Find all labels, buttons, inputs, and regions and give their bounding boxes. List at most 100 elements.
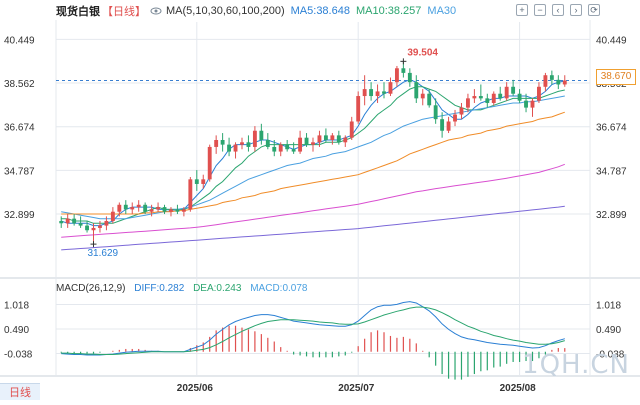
candle-body [414, 82, 419, 99]
macd-hist-value: MACD:0.078 [250, 283, 308, 294]
price-tick-label-right: 34.787 [596, 166, 627, 177]
candle-body [169, 209, 173, 212]
candle-body [72, 218, 77, 224]
price-tick-label-right: 40.449 [596, 35, 627, 46]
ma-settings-label[interactable]: MA(5,10,30,60,100,200) [166, 5, 285, 17]
candle-body [285, 144, 290, 150]
x-tick-label: 2025/08 [500, 383, 537, 394]
candle-body [420, 93, 425, 99]
candle-body [485, 98, 490, 103]
price-tick-label-left: 38.562 [4, 79, 35, 90]
candle-body [478, 96, 483, 99]
ma30-line [61, 95, 565, 220]
macd-tick-label-right: -0.038 [596, 350, 625, 361]
refresh-icon[interactable]: ⟳ [588, 4, 600, 16]
candle-body [143, 204, 148, 212]
candle-body [194, 179, 199, 184]
candle-body [446, 121, 451, 131]
candle-body [298, 137, 303, 152]
candle-body [491, 93, 496, 103]
candle-body [537, 86, 541, 101]
candle-body [65, 218, 70, 224]
macd-dea-line [61, 306, 565, 355]
macd-diff-line [61, 301, 565, 356]
candle-body [252, 130, 257, 147]
price-tick-label-left: 32.899 [4, 210, 35, 221]
candle-body [188, 179, 193, 210]
candle-body [110, 211, 115, 221]
ma5-value: MA5:38.648 [290, 5, 350, 17]
candle-body [240, 142, 244, 145]
candle-body [278, 144, 283, 152]
candle-body [549, 75, 554, 80]
candle-body [543, 75, 548, 87]
eye-icon[interactable] [150, 5, 162, 17]
candle-body [323, 135, 328, 140]
candle-body [556, 79, 561, 85]
candle-body [440, 119, 445, 131]
ma200-line [61, 205, 565, 251]
candle-body [362, 89, 367, 97]
candle-body [382, 91, 386, 94]
candle-body [459, 107, 464, 115]
candle-body [330, 135, 335, 140]
candle-body [78, 223, 83, 226]
candle-body [220, 140, 225, 145]
candle-body [136, 204, 141, 208]
candle-body [207, 146, 212, 180]
price-tick-label-right: 32.899 [596, 210, 627, 221]
candle-body [149, 209, 154, 212]
candle-body [291, 149, 296, 152]
macd-dea-value: DEA:0.243 [193, 283, 242, 294]
price-tick-label-left: 34.787 [4, 166, 35, 177]
zoom-in-icon[interactable]: + [516, 4, 528, 16]
candle-body [227, 144, 232, 152]
price-tick-label-left: 40.449 [4, 35, 35, 46]
candle-body [201, 179, 206, 184]
candle-body [272, 146, 277, 152]
candle-body [401, 68, 406, 73]
chart-header: 现货白银 【日线】 MA(5,10,30,60,100,200) MA5:38.… [0, 2, 456, 20]
candle-body [498, 93, 503, 99]
x-tick-label: 2025/06 [177, 383, 214, 394]
ma100-line [61, 163, 565, 238]
high-price-label: 39.504 [407, 47, 438, 58]
candle-body [336, 135, 341, 143]
scroll-left-icon[interactable]: ‹ [552, 4, 564, 16]
candle-body [214, 140, 219, 147]
candle-body [517, 93, 522, 101]
macd-tick-label-left: 1.018 [4, 300, 29, 311]
candle-body [427, 93, 432, 106]
candle-body [59, 220, 64, 224]
price-tick-label-left: 36.674 [4, 123, 35, 134]
candle-body [85, 225, 89, 231]
candle-body [91, 227, 96, 231]
macd-diff-value: DIFF:0.282 [134, 283, 185, 294]
scroll-right-icon[interactable]: › [570, 4, 582, 16]
current-price-tag: 38.670 [596, 69, 636, 85]
macd-tick-label-left: 0.490 [4, 325, 29, 336]
candle-body [356, 96, 361, 122]
instrument-title: 现货白银 [56, 6, 100, 18]
price-tick-label-right: 36.674 [596, 123, 627, 134]
candle-body [162, 207, 167, 212]
ma5-line [61, 79, 565, 227]
period-tab-daily[interactable]: 日线 [0, 383, 40, 400]
period-selector[interactable]: 【日线】 [102, 6, 146, 18]
candle-body [388, 82, 393, 94]
candle-body [524, 100, 528, 108]
candle-body [317, 135, 322, 143]
candle-body [175, 209, 180, 212]
candle-body [407, 72, 412, 83]
candle-body [156, 207, 160, 210]
candle-body [265, 140, 270, 147]
candle-body [349, 121, 354, 138]
candle-body [233, 144, 238, 152]
candle-body [246, 142, 251, 147]
candle-body [394, 68, 399, 83]
watermark: 1QH.CN [522, 350, 630, 380]
x-tick-label: 2025/07 [338, 383, 375, 394]
zoom-out-icon[interactable]: − [534, 4, 546, 16]
